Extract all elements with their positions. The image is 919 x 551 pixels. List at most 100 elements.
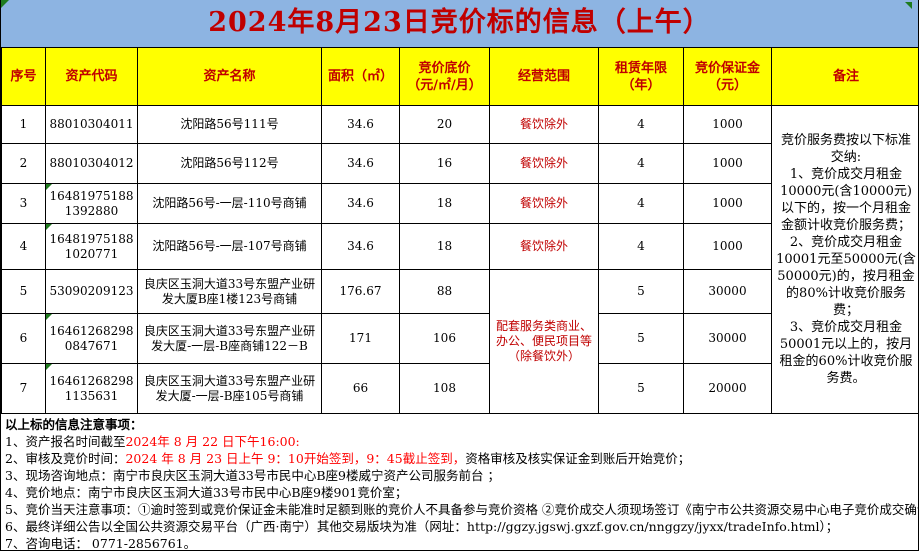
note-line-6: 6、最终详细公告以全国公共资源交易平台（广西·南宁）其他交易版块为准（网址：ht… [5,518,918,535]
cell-serial-no: 3 [1,183,46,224]
table-row: 7 164612682981135631 良庆区玉洞大道33号东盟产业研发大厦-一层… [1,363,919,414]
cell-business-scope-merged: 配套服务类商业、 办公、便民项目等 （除餐饮外） [489,269,599,414]
cell-deposit: 20000 [683,363,772,414]
cell-serial-no: 2 [1,143,46,184]
notes-heading: 以上标的信息注意事项： [5,417,143,432]
cell-asset-name: 良庆区玉洞大道33号东盟产业研发大厦-一层-B座商铺122－B [137,313,322,364]
cell-business-scope: 餐饮除外 [489,105,599,144]
cell-asset-code: 164612682981135631 [45,363,138,414]
note-text-segment: 1、资产报名时间截至 [5,434,126,449]
note-text-segment: 4、竞价地点：南宁市良庆区玉洞大道33号市民中心B座9楼901竞价室； [5,485,408,500]
table-row: 4 164819751881020771 沈阳路56号-一层-107号商铺 34.6 1… [1,223,919,270]
note-line-5: 5、竞价当天注意事项：①逾时签到或竞价保证金未能准时足额到账的竞价人不具备参与竞… [5,501,918,518]
cell-asset-name: 沈阳路56号111号 [137,105,322,144]
column-header-5: 经营范围 [489,47,599,106]
notes-section: 以上标的信息注意事项： 1、资产报名时间截至2024年 8 月 22 日下午16… [1,414,918,551]
column-header-2: 资产名称 [137,47,322,106]
note-line-4: 4、竞价地点：南宁市良庆区玉洞大道33号市民中心B座9楼901竞价室； [5,484,918,501]
cell-asset-code: 164819751881020771 [45,223,138,270]
note-line-1: 1、资产报名时间截至2024年 8 月 22 日下午16:00: [5,433,918,450]
cell-area: 66 [321,363,400,414]
cell-base-price: 18 [399,223,490,270]
cell-base-price: 20 [399,105,490,144]
note-text-segment: 3、现场咨询地点：南宁市良庆区玉洞大道33号市民中心B座9楼威宁资产公司服务前台… [5,468,500,483]
note-line-3: 3、现场咨询地点：南宁市良庆区玉洞大道33号市民中心B座9楼威宁资产公司服务前台… [5,467,918,484]
auction-table: 序号 资产代码 资产名称 面积（㎡） 竞价底价 （元/㎡/月） 经营范围 租赁年限 （年）竞… [1,47,919,414]
cell-business-scope: 餐饮除外 [489,223,599,270]
cell-area: 34.6 [321,105,400,144]
page-title: 2024年8月23日竞价标的信息（上午） [208,7,711,38]
column-header-4: 竞价底价 （元/㎡/月） [399,47,490,106]
green-corner-indicator-right [905,2,912,9]
note-text-segment: 2、审核及竞价时间： [5,451,126,466]
cell-business-scope: 餐饮除外 [489,143,599,184]
cell-asset-name: 良庆区玉洞大道33号东盟产业研发大厦-一层-B座105号商铺 [137,363,322,414]
cell-lease-years: 5 [598,269,684,314]
cell-base-price: 106 [399,313,490,364]
column-header-3: 面积（㎡） [321,47,400,106]
note-line-2: 2、审核及竞价时间：2024 年 8 月 23 日上午 9：10开始签到，9：4… [5,450,918,467]
cell-serial-no: 7 [1,363,46,414]
cell-lease-years: 4 [598,143,684,184]
table-row: 6 164612682980847671 良庆区玉洞大道33号东盟产业研发大厦-一层… [1,313,919,364]
cell-base-price: 18 [399,183,490,224]
cell-area: 34.6 [321,143,400,184]
cell-asset-name: 沈阳路56号-一层-107号商铺 [137,223,322,270]
cell-lease-years: 4 [598,183,684,224]
cell-deposit: 1000 [683,223,772,270]
cell-asset-name: 沈阳路56号112号 [137,143,322,184]
cell-serial-no: 4 [1,223,46,270]
note-text-segment: 5、竞价当天注意事项：①逾时签到或竞价保证金未能准时足额到账的竞价人不具备参与竞… [5,502,918,517]
column-header-8: 备注 [771,47,918,106]
cell-lease-years: 5 [598,363,684,414]
cell-serial-no: 5 [1,269,46,314]
table-body: 1 88010304011 沈阳路56号111号 34.6 20 餐饮除外 4 1000 竞价服… [1,105,919,414]
note-text-segment: 7、咨询电话： 0771-2856761。 [5,536,197,551]
cell-deposit: 1000 [683,183,772,224]
cell-base-price: 108 [399,363,490,414]
cell-base-price: 88 [399,269,490,314]
cell-deposit: 30000 [683,269,772,314]
cell-asset-code: 53090209123 [45,269,138,314]
note-text-segment: 6、最终详细公告以全国公共资源交易平台（广西·南宁）其他交易版块为准（网址：ht… [5,519,839,534]
cell-asset-name: 沈阳路56号-一层-110号商铺 [137,183,322,224]
cell-lease-years: 4 [598,105,684,144]
cell-deposit: 30000 [683,313,772,364]
column-header-0: 序号 [1,47,46,106]
cell-area: 34.6 [321,183,400,224]
title-bar: 2024年8月23日竞价标的信息（上午） [1,0,918,47]
cell-area: 176.67 [321,269,400,314]
column-header-7: 竞价保证金 （元） [683,47,772,106]
cell-lease-years: 4 [598,223,684,270]
column-header-1: 资产代码 [45,47,138,106]
cell-deposit: 1000 [683,143,772,184]
error-triangle-indicator [46,364,52,370]
cell-area: 34.6 [321,223,400,270]
table-row: 3 164819751881392880 沈阳路56号-一层-110号商铺 34.6 1… [1,183,919,224]
table-row: 2 88010304012 沈阳路56号112号 34.6 16 餐饮除外 4 1000 [1,143,919,184]
table-header-row: 序号 资产代码 资产名称 面积（㎡） 竞价底价 （元/㎡/月） 经营范围 租赁年限 （年）竞… [1,47,918,106]
cell-business-scope: 餐饮除外 [489,183,599,224]
cell-asset-code: 164819751881392880 [45,183,138,224]
error-triangle-indicator [46,184,52,190]
note-text-segment: 2024 年 8 月 23 日上午 9：10开始签到，9：45截止签到， [125,451,466,466]
cell-remark: 竞价服务费按以下标准交纳: 1、竞价成交月租金10000元(含10000元)以下… [771,105,918,414]
cell-deposit: 1000 [683,105,772,144]
cell-asset-code: 88010304012 [45,143,138,184]
cell-serial-no: 6 [1,313,46,364]
table-row: 5 53090209123 良庆区玉洞大道33号东盟产业研发大厦B座1楼123号商铺… [1,269,919,414]
notes-lines: 1、资产报名时间截至2024年 8 月 22 日下午16:00: 2、审核及竞价时… [5,433,918,551]
cell-asset-code: 88010304011 [45,105,138,144]
column-header-6: 租赁年限 （年） [598,47,684,106]
cell-asset-code: 164612682980847671 [45,313,138,364]
cell-lease-years: 5 [598,313,684,364]
cell-area: 171 [321,313,400,364]
green-corner-indicator-left [1,0,9,8]
cell-base-price: 16 [399,143,490,184]
cell-asset-name: 良庆区玉洞大道33号东盟产业研发大厦B座1楼123号商铺 [137,269,322,314]
note-text-segment: 资格审核及核实保证金到账后开始竞价； [465,451,691,466]
cell-serial-no: 1 [1,105,46,144]
error-triangle-indicator [46,224,52,230]
error-triangle-indicator [46,314,52,320]
